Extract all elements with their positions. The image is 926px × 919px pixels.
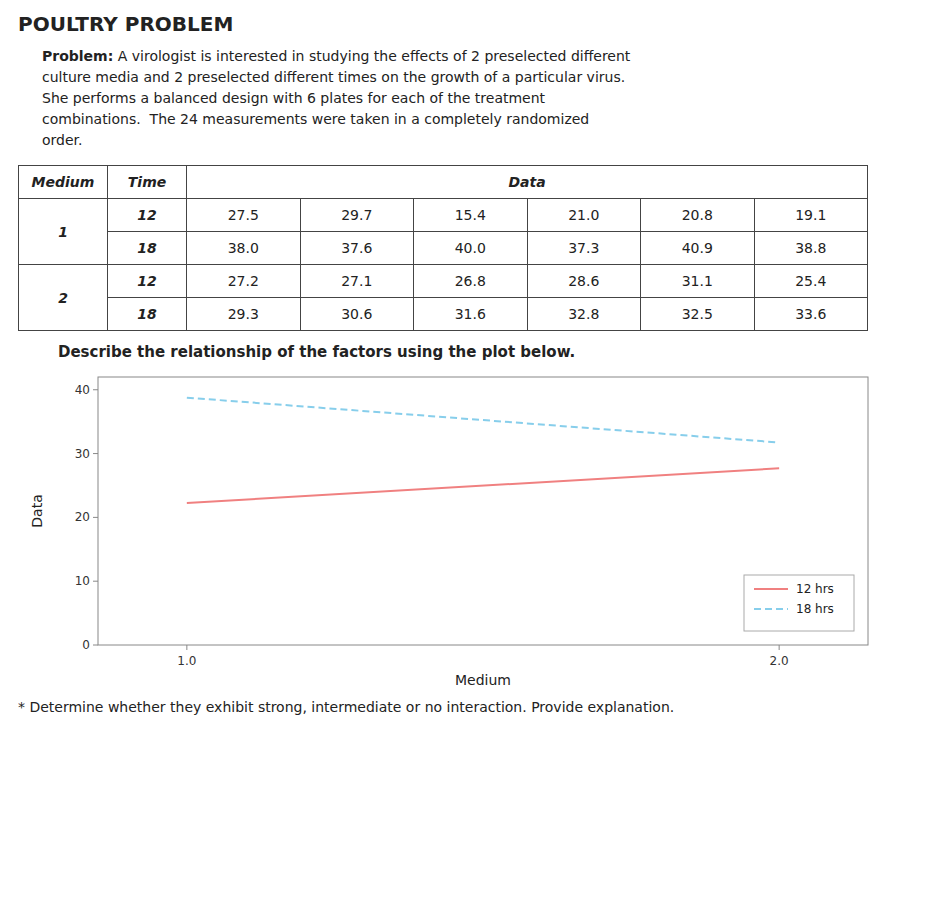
table-row: 1829.330.631.632.832.533.6 bbox=[19, 298, 868, 331]
y-tick bbox=[93, 645, 98, 646]
problem-line: She performs a balanced design with 6 pl… bbox=[42, 88, 908, 109]
problem-line: order. bbox=[42, 130, 908, 151]
table-cell: 27.1 bbox=[300, 265, 414, 298]
legend-swatch bbox=[754, 608, 788, 610]
table-cell: 40.0 bbox=[414, 232, 528, 265]
table-cell: 29.7 bbox=[300, 199, 414, 232]
table-cell: 32.8 bbox=[527, 298, 641, 331]
problem-lead: Problem: bbox=[42, 48, 113, 64]
table-header: Data bbox=[187, 166, 868, 199]
table-cell: 40.9 bbox=[641, 232, 755, 265]
table-row: 21227.227.126.828.631.125.4 bbox=[19, 265, 868, 298]
y-tick-label: 20 bbox=[75, 510, 90, 524]
table-medium: 1 bbox=[19, 199, 108, 265]
legend: 12 hrs 18 hrs bbox=[744, 575, 854, 631]
y-tick-label: 10 bbox=[75, 574, 90, 588]
plot-lines bbox=[187, 398, 779, 503]
problem-line-text: A virologist is interested in studying t… bbox=[113, 48, 630, 64]
x-tick-label: 2.0 bbox=[770, 654, 789, 668]
table-cell: 38.0 bbox=[187, 232, 301, 265]
table-cell: 38.8 bbox=[754, 232, 868, 265]
table-time: 18 bbox=[108, 298, 187, 331]
table-header: Medium bbox=[19, 166, 108, 199]
table-cell: 21.0 bbox=[527, 199, 641, 232]
problem-line: Problem: A virologist is interested in s… bbox=[42, 46, 908, 67]
table-cell: 30.6 bbox=[300, 298, 414, 331]
table-row: 1838.037.640.037.340.938.8 bbox=[19, 232, 868, 265]
data-table: MediumTimeData11227.529.715.421.020.819.… bbox=[18, 165, 868, 331]
legend-entry: 12 hrs bbox=[796, 582, 834, 596]
table-medium: 2 bbox=[19, 265, 108, 331]
table-cell: 29.3 bbox=[187, 298, 301, 331]
table-time: 12 bbox=[108, 265, 187, 298]
legend-box bbox=[744, 575, 854, 631]
y-tick bbox=[93, 389, 98, 390]
table-time: 12 bbox=[108, 199, 187, 232]
table-cell: 31.6 bbox=[414, 298, 528, 331]
legend-entry: 18 hrs bbox=[796, 602, 834, 616]
table-cell: 27.2 bbox=[187, 265, 301, 298]
table-time: 18 bbox=[108, 232, 187, 265]
series-line bbox=[187, 468, 779, 503]
table-header: Time bbox=[108, 166, 187, 199]
interaction-plot: 0 10 20 30 40 1.0 2.0 Medium Data 12 hrs 18 hrs bbox=[18, 365, 898, 695]
table-cell: 20.8 bbox=[641, 199, 755, 232]
problem-line: combinations. The 24 measurements were t… bbox=[42, 109, 908, 130]
table-cell: 26.8 bbox=[414, 265, 528, 298]
table-cell: 25.4 bbox=[754, 265, 868, 298]
table-cell: 27.5 bbox=[187, 199, 301, 232]
y-tick-label: 30 bbox=[75, 447, 90, 461]
legend-swatch bbox=[754, 588, 788, 590]
table-cell: 37.6 bbox=[300, 232, 414, 265]
problem-text: Problem: A virologist is interested in s… bbox=[42, 46, 908, 151]
x-tick bbox=[186, 645, 187, 650]
table-cell: 37.3 bbox=[527, 232, 641, 265]
title: POULTRY PROBLEM bbox=[18, 12, 908, 36]
plot-frame bbox=[98, 377, 868, 645]
table-cell: 19.1 bbox=[754, 199, 868, 232]
table-cell: 28.6 bbox=[527, 265, 641, 298]
y-tick bbox=[93, 517, 98, 518]
x-tick bbox=[779, 645, 780, 650]
y-tick bbox=[93, 581, 98, 582]
page: POULTRY PROBLEM Problem: A virologist is … bbox=[0, 0, 926, 727]
x-tick-label: 1.0 bbox=[177, 654, 196, 668]
table-cell: 15.4 bbox=[414, 199, 528, 232]
table-cell: 33.6 bbox=[754, 298, 868, 331]
y-axis-label: Data bbox=[29, 494, 45, 527]
table-cell: 31.1 bbox=[641, 265, 755, 298]
y-tick bbox=[93, 453, 98, 454]
table-cell: 32.5 bbox=[641, 298, 755, 331]
series-line bbox=[187, 398, 779, 443]
y-tick-label: 0 bbox=[82, 638, 90, 652]
footer: * Determine whether they exhibit strong,… bbox=[18, 699, 908, 715]
problem-line: culture media and 2 preselected differen… bbox=[42, 67, 908, 88]
y-tick-label: 40 bbox=[75, 383, 90, 397]
table-header-row: MediumTimeData bbox=[19, 166, 868, 199]
x-axis-label: Medium bbox=[455, 672, 511, 688]
table-row: 11227.529.715.421.020.819.1 bbox=[19, 199, 868, 232]
instruction: Describe the relationship of the factors… bbox=[58, 343, 908, 361]
